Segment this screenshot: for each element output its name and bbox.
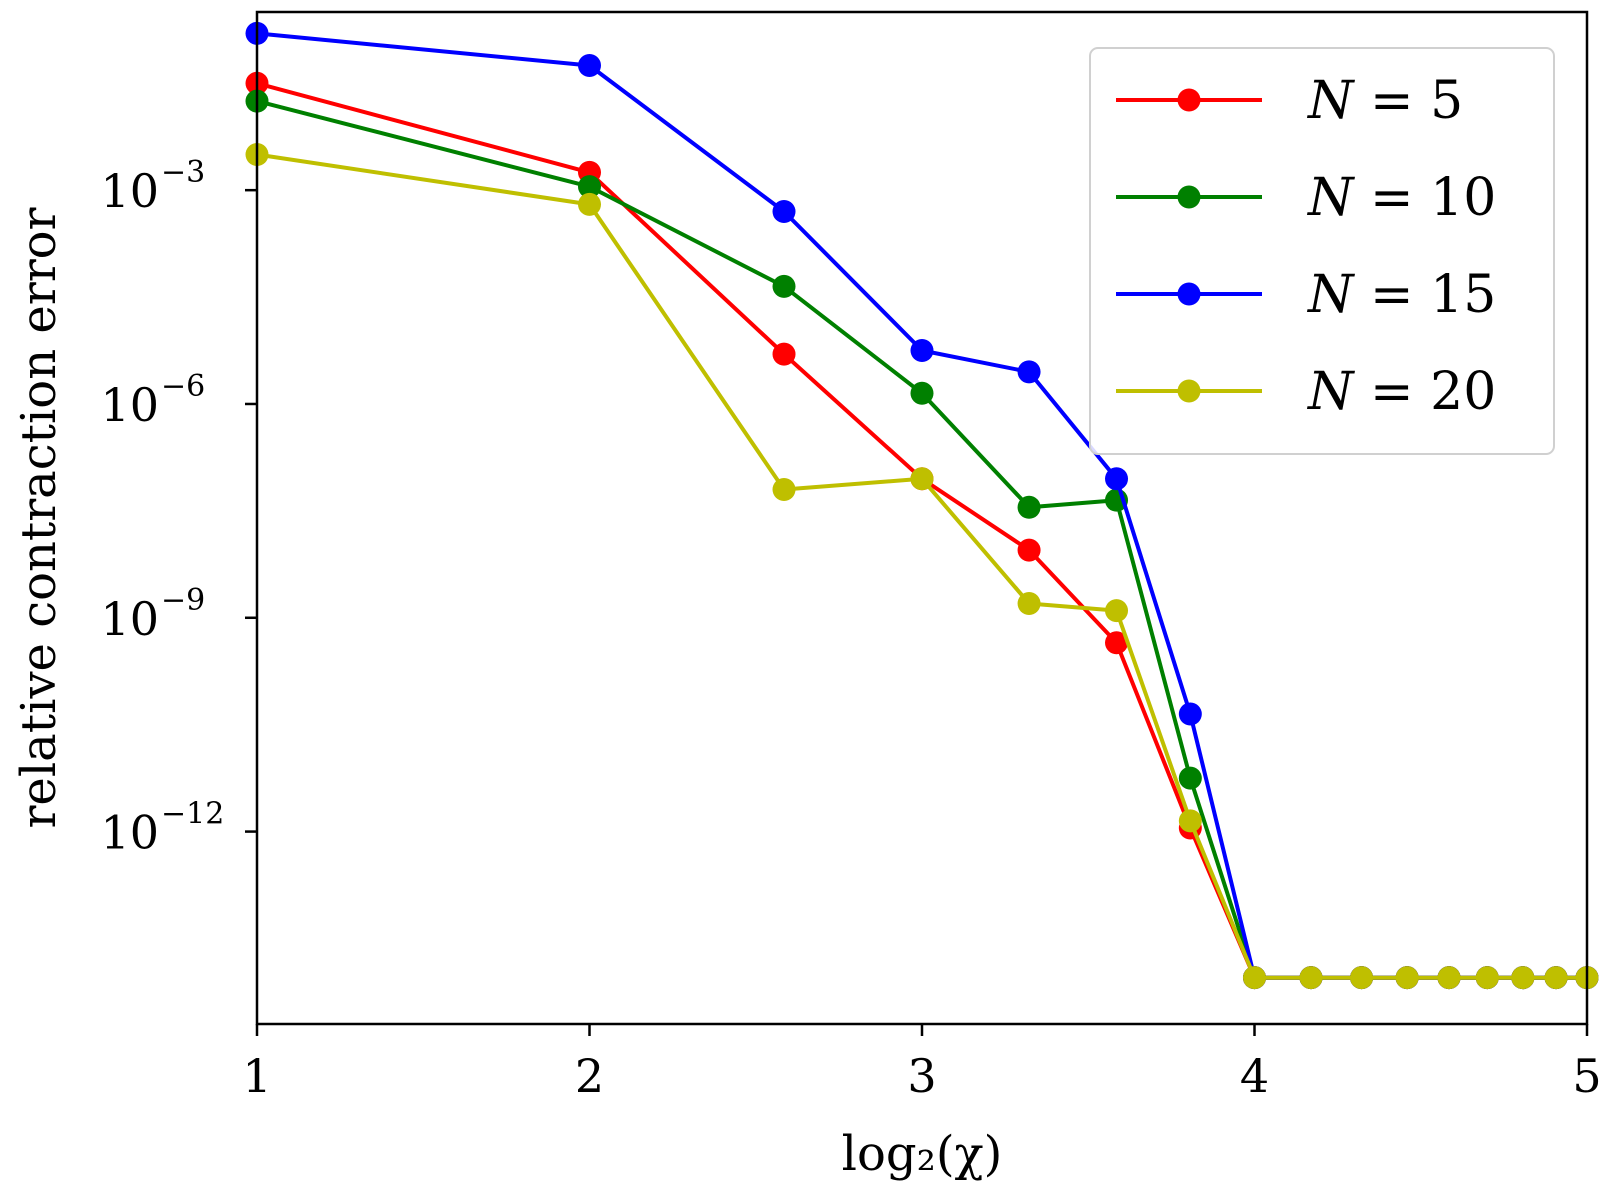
data-point — [1243, 966, 1266, 990]
data-point — [1511, 966, 1535, 990]
x-tick-label: 5 — [1572, 1049, 1600, 1103]
legend-label: N = 5 — [1306, 71, 1463, 131]
y-axis: 10−310−610−910−12 — [100, 155, 257, 860]
legend-marker — [1177, 379, 1201, 403]
data-point — [1178, 809, 1202, 833]
data-point — [1017, 360, 1041, 384]
legend-entry-5: N = 5 — [1116, 71, 1463, 131]
y-tick-label: 10 −9 — [100, 583, 205, 646]
data-point — [1437, 966, 1461, 990]
data-point — [910, 467, 934, 491]
x-tick-label: 4 — [1240, 1049, 1269, 1103]
plot-lines — [245, 21, 1599, 990]
legend-marker — [1177, 185, 1201, 209]
x-tick-label: 2 — [575, 1049, 604, 1103]
data-point — [910, 381, 934, 405]
y-tick-label: 10 −12 — [100, 797, 224, 860]
x-tick-label: 1 — [242, 1049, 271, 1103]
y-tick-base: 10 — [100, 378, 159, 432]
data-point — [1350, 966, 1374, 990]
data-point — [1475, 966, 1499, 990]
data-point — [772, 477, 796, 501]
data-point — [578, 175, 601, 199]
legend: N = 5 N = 10 N = 15 N = 20 — [1089, 47, 1555, 455]
y-tick-exponent: −3 — [161, 155, 205, 190]
legend-entry-20: N = 20 — [1116, 362, 1496, 422]
data-point — [1017, 495, 1041, 519]
legend-marker — [1177, 88, 1201, 112]
legend-label: N = 20 — [1306, 362, 1496, 422]
data-point — [1395, 966, 1419, 990]
legend-label: N = 15 — [1306, 265, 1496, 325]
data-point — [1299, 966, 1323, 990]
y-tick-exponent: −9 — [161, 583, 205, 618]
data-point — [1017, 538, 1041, 562]
series-line — [256, 152, 1587, 980]
data-point — [1178, 702, 1202, 726]
data-point — [1105, 599, 1129, 623]
data-point — [1105, 467, 1129, 491]
legend-marker — [1177, 282, 1201, 306]
legend-label: N = 10 — [1306, 168, 1496, 228]
y-tick-base: 10 — [100, 806, 159, 860]
data-point — [1017, 592, 1041, 616]
legend-entry-15: N = 15 — [1116, 265, 1496, 325]
data-point — [1105, 631, 1129, 655]
data-point — [772, 200, 796, 224]
y-tick-base: 10 — [100, 164, 159, 218]
y-tick-exponent: −12 — [161, 797, 224, 832]
data-point — [578, 192, 601, 216]
y-axis-label: relative contraction error — [11, 207, 67, 828]
data-point — [1178, 766, 1202, 790]
data-point — [1544, 966, 1568, 990]
y-tick-base: 10 — [100, 592, 159, 646]
legend-frame — [1089, 47, 1555, 455]
y-tick-label: 10 −6 — [100, 369, 205, 432]
data-point — [772, 342, 796, 366]
x-tick-label: 3 — [907, 1049, 936, 1103]
data-point — [910, 339, 934, 363]
x-axis: 1 2 3 4 5 — [242, 1024, 1600, 1103]
legend-entry-10: N = 10 — [1116, 168, 1496, 228]
y-tick-label: 10 −3 — [100, 155, 205, 218]
data-point — [772, 274, 796, 298]
y-tick-exponent: −6 — [161, 369, 205, 404]
data-point — [578, 53, 601, 77]
x-axis-label: log₂(χ) — [842, 1126, 1003, 1182]
